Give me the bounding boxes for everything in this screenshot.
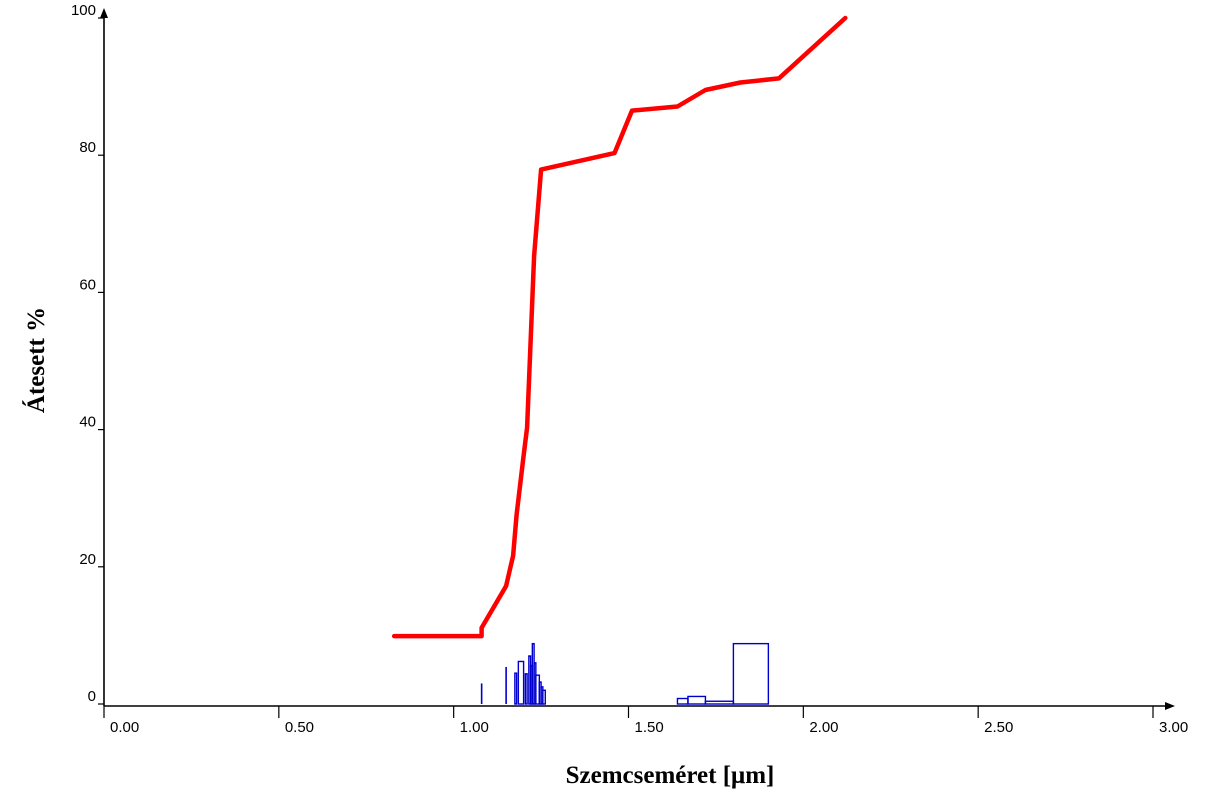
x-tick-label: 1.00 <box>460 719 489 736</box>
y-axis-title: Átesett % <box>22 307 50 413</box>
x-tick-label: 0.00 <box>110 719 139 736</box>
distribution-bar <box>542 689 546 705</box>
x-axis-arrow <box>1165 702 1175 710</box>
distribution-bars <box>480 642 770 705</box>
distribution-bar <box>514 672 518 705</box>
x-tick-label: 2.00 <box>809 719 838 736</box>
y-axis-arrow <box>100 8 108 18</box>
y-tick-label: 100 <box>71 2 96 19</box>
y-tick-label: 80 <box>79 139 96 156</box>
distribution-bar <box>524 673 528 705</box>
y-tick-label: 60 <box>79 276 96 293</box>
distribution-bar <box>704 700 735 705</box>
distribution-bar <box>732 642 770 705</box>
x-ticks: 0.00 0.50 1.00 1.50 2.00 2.50 3.00 <box>103 706 1188 736</box>
distribution-bar <box>676 697 689 705</box>
x-tick-label: 2.50 <box>984 719 1013 736</box>
distribution-bar <box>517 660 525 705</box>
x-tick-label: 3.00 <box>1159 719 1188 736</box>
axes <box>100 8 1175 710</box>
distribution-bar <box>687 695 707 705</box>
cumulative-line <box>391 15 848 639</box>
y-tick-label: 40 <box>79 414 96 431</box>
y-ticks: 0 20 40 60 80 100 <box>71 2 104 705</box>
y-tick-label: 0 <box>88 688 96 705</box>
x-tick-label: 1.50 <box>635 719 664 736</box>
cumulative-line-group <box>391 15 848 639</box>
x-axis-title: Szemcseméret [μm] <box>566 762 775 789</box>
y-tick-label: 20 <box>79 551 96 568</box>
x-tick-label: 0.50 <box>285 719 314 736</box>
